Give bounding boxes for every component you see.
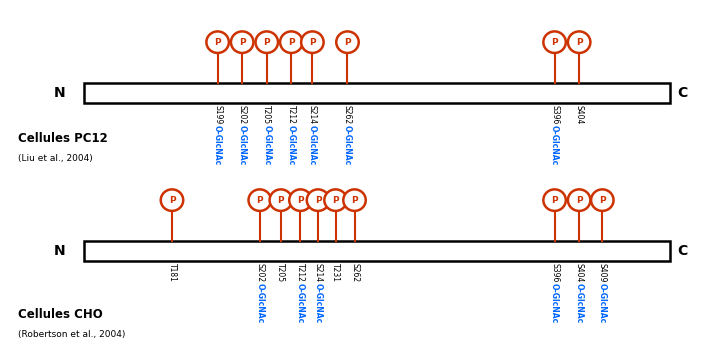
Text: Cellules PC12: Cellules PC12 — [18, 132, 107, 145]
Ellipse shape — [249, 190, 271, 211]
Text: P: P — [309, 38, 316, 47]
Text: S262: S262 — [343, 105, 352, 124]
Ellipse shape — [543, 190, 566, 211]
Ellipse shape — [336, 32, 359, 53]
Text: O-GlcNAc: O-GlcNAc — [238, 125, 246, 165]
Text: O-GlcNAc: O-GlcNAc — [287, 125, 296, 165]
Text: P: P — [551, 196, 558, 205]
Text: T181: T181 — [168, 263, 176, 282]
Ellipse shape — [206, 32, 229, 53]
Text: S396: S396 — [550, 105, 559, 124]
Text: O-GlcNAc: O-GlcNAc — [263, 125, 271, 165]
Ellipse shape — [270, 190, 292, 211]
Text: P: P — [239, 38, 246, 47]
Text: T212: T212 — [287, 105, 296, 124]
Text: C: C — [677, 244, 687, 258]
Text: S262: S262 — [350, 263, 359, 282]
Text: O-GlcNAc: O-GlcNAc — [314, 283, 322, 323]
Text: O-GlcNAc: O-GlcNAc — [550, 283, 559, 323]
Text: O-GlcNAc: O-GlcNAc — [213, 125, 222, 165]
Text: P: P — [277, 196, 284, 205]
Ellipse shape — [289, 190, 312, 211]
Text: O-GlcNAc: O-GlcNAc — [575, 283, 583, 323]
Text: P: P — [576, 196, 583, 205]
Text: S202: S202 — [256, 263, 264, 282]
Text: O-GlcNAc: O-GlcNAc — [296, 283, 305, 323]
Text: T205: T205 — [277, 263, 285, 282]
Text: T212: T212 — [296, 263, 305, 282]
Text: C: C — [677, 87, 687, 100]
Text: (Liu et al., 2004): (Liu et al., 2004) — [18, 154, 92, 163]
Text: S404: S404 — [575, 105, 583, 124]
Text: S202: S202 — [238, 105, 246, 124]
Text: P: P — [344, 38, 351, 47]
Text: S214: S214 — [314, 263, 322, 282]
Text: S404: S404 — [575, 263, 583, 282]
Ellipse shape — [301, 32, 324, 53]
Text: P: P — [576, 38, 583, 47]
Text: P: P — [297, 196, 304, 205]
Text: Cellules CHO: Cellules CHO — [18, 308, 102, 321]
Text: P: P — [599, 196, 606, 205]
Text: T231: T231 — [331, 263, 340, 282]
Text: S396: S396 — [550, 263, 559, 282]
Text: P: P — [288, 38, 295, 47]
Ellipse shape — [568, 190, 590, 211]
Text: O-GlcNAc: O-GlcNAc — [256, 283, 264, 323]
Ellipse shape — [543, 32, 566, 53]
Text: P: P — [551, 38, 558, 47]
Ellipse shape — [280, 32, 303, 53]
Ellipse shape — [324, 190, 347, 211]
Text: P: P — [314, 196, 322, 205]
Text: S199: S199 — [213, 105, 222, 124]
Text: S214: S214 — [308, 105, 317, 124]
Text: O-GlcNAc: O-GlcNAc — [343, 125, 352, 165]
Text: P: P — [256, 196, 263, 205]
Text: P: P — [351, 196, 358, 205]
Ellipse shape — [568, 32, 590, 53]
Text: O-GlcNAc: O-GlcNAc — [550, 125, 559, 165]
Ellipse shape — [256, 32, 278, 53]
Ellipse shape — [591, 190, 614, 211]
Text: N: N — [54, 244, 65, 258]
Text: S409: S409 — [598, 263, 607, 282]
Text: N: N — [54, 87, 65, 100]
Ellipse shape — [231, 32, 253, 53]
Text: P: P — [332, 196, 339, 205]
Ellipse shape — [307, 190, 329, 211]
Text: P: P — [263, 38, 270, 47]
Text: O-GlcNAc: O-GlcNAc — [308, 125, 317, 165]
Ellipse shape — [343, 190, 366, 211]
Bar — [84, 83, 670, 103]
Text: P: P — [214, 38, 221, 47]
Text: O-GlcNAc: O-GlcNAc — [598, 283, 607, 323]
Text: P: P — [168, 196, 176, 205]
Ellipse shape — [161, 190, 183, 211]
Text: T205: T205 — [263, 105, 271, 124]
Bar — [84, 242, 670, 261]
Text: (Robertson et al., 2004): (Robertson et al., 2004) — [18, 330, 125, 339]
